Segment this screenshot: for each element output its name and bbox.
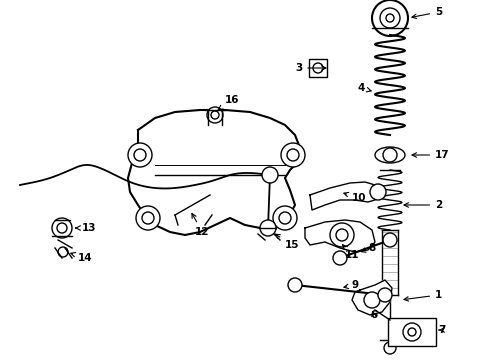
- Circle shape: [281, 143, 305, 167]
- Circle shape: [273, 206, 297, 230]
- Circle shape: [52, 218, 72, 238]
- Circle shape: [128, 143, 152, 167]
- Circle shape: [378, 288, 392, 302]
- Text: 6: 6: [370, 310, 377, 320]
- Circle shape: [403, 323, 421, 341]
- Circle shape: [372, 0, 408, 36]
- Circle shape: [136, 206, 160, 230]
- Circle shape: [370, 184, 386, 200]
- Circle shape: [330, 223, 354, 247]
- Text: 7: 7: [438, 325, 445, 335]
- Circle shape: [288, 278, 302, 292]
- Text: 15: 15: [275, 234, 299, 250]
- FancyBboxPatch shape: [309, 59, 327, 77]
- Text: 9: 9: [344, 280, 359, 290]
- Ellipse shape: [375, 147, 405, 163]
- Text: 1: 1: [404, 290, 442, 301]
- Polygon shape: [352, 280, 392, 315]
- Circle shape: [380, 8, 400, 28]
- Circle shape: [262, 167, 278, 183]
- Text: 10: 10: [344, 192, 367, 203]
- Circle shape: [364, 292, 380, 308]
- Circle shape: [383, 148, 397, 162]
- Text: 4: 4: [357, 83, 371, 93]
- Text: 13: 13: [76, 223, 97, 233]
- Text: 2: 2: [404, 200, 442, 210]
- Circle shape: [333, 251, 347, 265]
- Text: 5: 5: [412, 7, 442, 19]
- Text: 14: 14: [71, 252, 93, 263]
- Circle shape: [207, 107, 223, 123]
- FancyBboxPatch shape: [388, 318, 436, 346]
- Circle shape: [383, 233, 397, 247]
- Polygon shape: [305, 220, 375, 252]
- Text: 16: 16: [219, 95, 240, 110]
- Text: 11: 11: [343, 245, 360, 260]
- Text: 17: 17: [412, 150, 450, 160]
- Circle shape: [260, 220, 276, 236]
- Polygon shape: [310, 182, 380, 210]
- Text: 8: 8: [361, 243, 375, 253]
- Text: 12: 12: [192, 213, 210, 237]
- Circle shape: [384, 342, 396, 354]
- Circle shape: [386, 14, 394, 22]
- Text: 3: 3: [295, 63, 326, 73]
